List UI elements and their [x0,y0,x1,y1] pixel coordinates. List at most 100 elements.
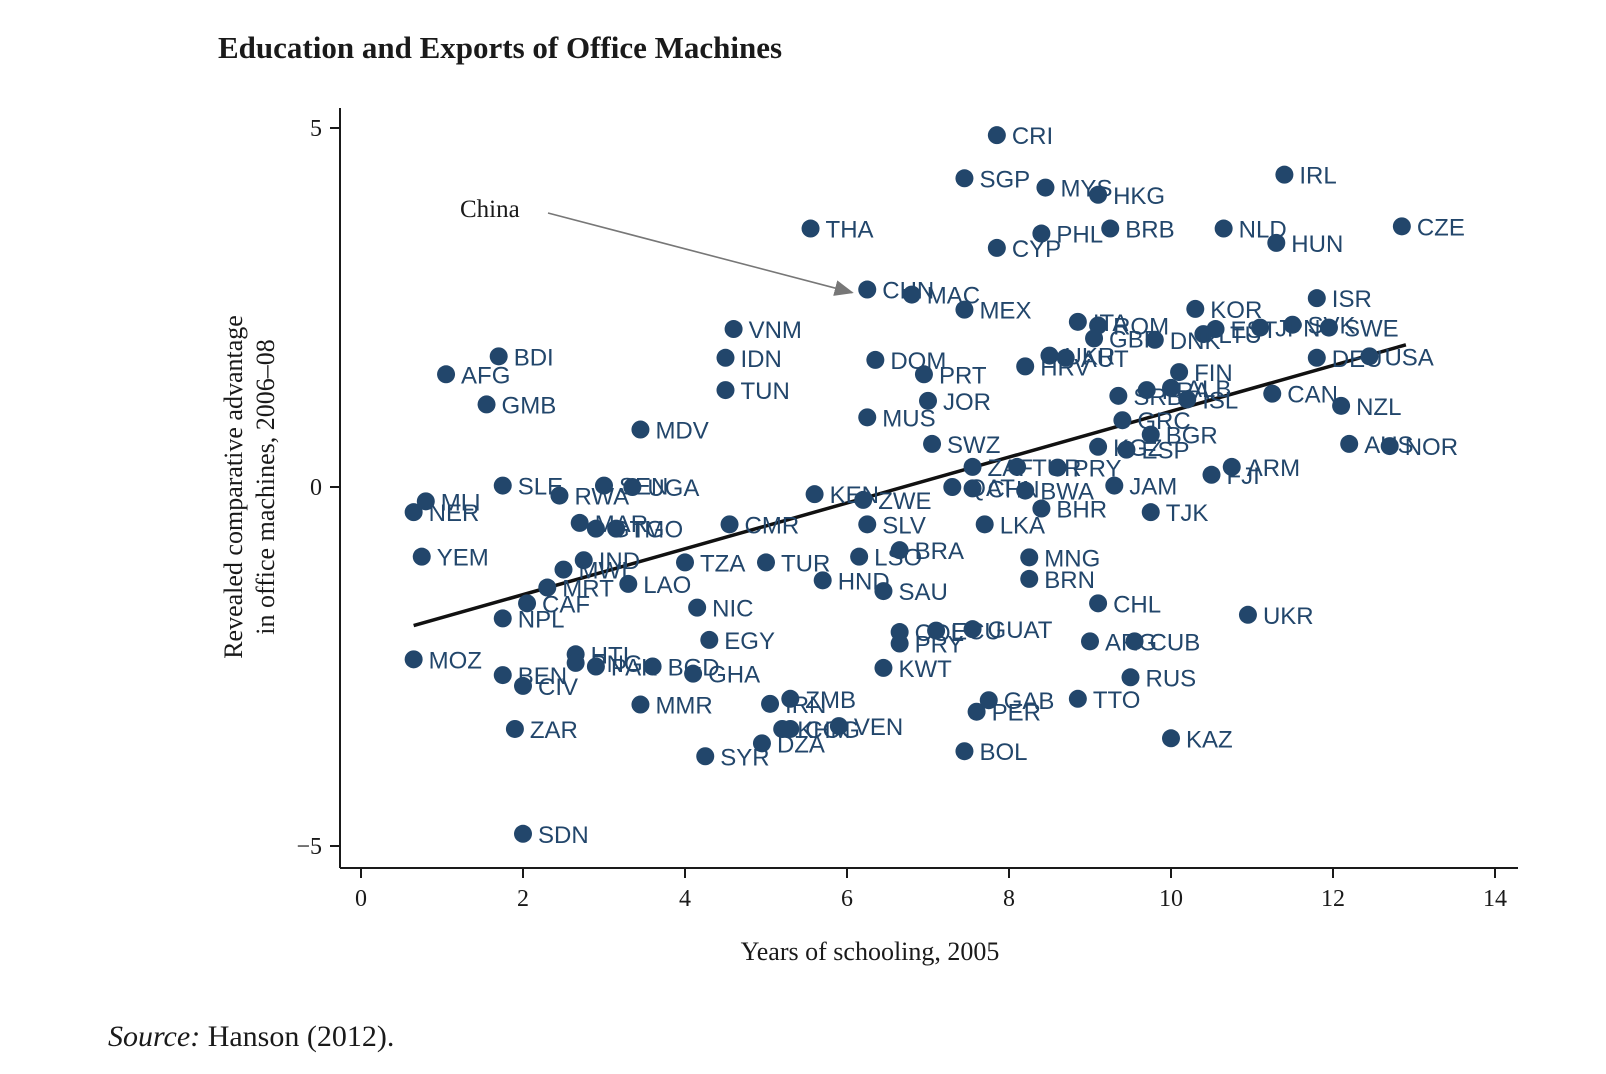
point-marker [1275,165,1294,184]
point-marker [566,653,585,672]
point-marker [1251,318,1270,337]
point-label: BOL [979,739,1027,766]
point-marker [943,478,962,496]
point-label: MRT [562,576,614,603]
point-marker [854,490,873,509]
point-marker [1032,224,1051,243]
point-label: DZA [777,731,825,758]
point-label: TGO [631,517,683,544]
point-marker [1105,476,1124,495]
point-label: NZL [1356,394,1401,421]
point-marker [1040,346,1059,365]
point-label: ARM [1247,455,1300,482]
point-marker [1085,329,1104,348]
point-marker [493,666,512,685]
point-label: IDN [741,346,782,373]
x-tick-label: 8 [1003,886,1015,912]
point-label: SWZ [947,432,1000,459]
point-marker [858,280,877,299]
point-label: VEN [854,714,903,741]
point-marker [1380,437,1399,456]
point-marker [514,676,532,695]
point-marker [919,391,937,410]
point-marker [1307,348,1326,367]
point-marker [858,515,877,534]
point-marker [1008,457,1027,476]
point-marker [1392,217,1411,236]
point-marker [890,541,909,560]
point-marker [955,742,974,761]
point-marker [538,578,557,597]
point-label: HRV [1040,354,1090,381]
point-label: TTO [1093,687,1141,714]
y-tick-label: 0 [310,475,322,501]
point-label: MNG [1044,545,1100,572]
point-marker [1056,348,1075,367]
source-note: Source: Hanson (2012). [108,1020,394,1054]
point-label: BRB [1125,217,1174,244]
point-label: CAF [542,591,590,618]
point-label: CRI [1012,123,1053,150]
point-marker [955,300,974,319]
point-marker [927,621,946,640]
point-marker [1202,465,1221,484]
china-annotation-arrow [547,212,854,296]
point-marker [1162,378,1180,397]
point-label: ISL [1202,387,1238,414]
point-label: IRL [1299,163,1336,190]
source-label: Source: [108,1020,201,1053]
point-label: CUB [1150,629,1201,656]
point-marker [570,513,589,532]
data-points: CRIIRLSGPMYSHKGTHAPHLBRBNLDCZECYPHUNCHNM… [404,123,1465,849]
point-label: KOR [1210,297,1262,324]
point-marker [716,348,735,367]
point-marker [1068,689,1087,708]
point-marker [631,420,650,439]
point-marker [761,694,780,713]
point-label: ZAR [530,717,578,744]
point-marker [720,515,739,534]
point-marker [813,571,832,590]
x-tick-label: 14 [1483,886,1507,912]
china-annotation-label: China [460,196,520,223]
point-label: CIV [538,674,578,701]
point-marker [586,519,605,538]
point-label: TUN [741,378,790,405]
point-marker [1186,299,1205,318]
point-label: FJI [1227,463,1260,490]
point-marker [505,719,524,738]
point-label: KWT [898,656,952,683]
y-axis-title: Revealed comparative advantage in office… [219,315,280,659]
point-label: DNK [1170,328,1221,355]
point-label: KAZ [1186,726,1233,753]
point-label: CYP [1012,236,1061,263]
point-label: EGY [724,628,775,655]
point-label: MDV [655,418,708,445]
point-marker [955,169,974,188]
point-marker [1101,219,1120,238]
point-label: MEX [979,298,1031,325]
point-label: NIC [712,596,753,623]
point-marker [987,126,1006,145]
point-marker [574,551,593,570]
y-tick-label: −5 [296,834,322,860]
point-marker [554,560,573,579]
point-label: GMB [502,392,557,419]
point-marker [586,657,605,676]
point-label: PER [992,700,1041,727]
point-label: MLI [441,489,481,516]
point-marker [1145,330,1164,349]
x-tick-label: 4 [679,886,691,912]
point-marker [1360,347,1379,366]
point-marker [724,320,743,339]
point-marker [963,457,982,476]
point-label: GHA [708,662,760,689]
point-label: HKG [1113,183,1165,210]
point-label: HUN [1291,231,1343,258]
point-marker [1340,434,1359,453]
point-label: RUS [1146,665,1197,692]
point-label: AFG [461,362,510,389]
point-marker [631,695,650,714]
point-label: ZWE [878,488,931,515]
point-label: PHL [1056,222,1103,249]
